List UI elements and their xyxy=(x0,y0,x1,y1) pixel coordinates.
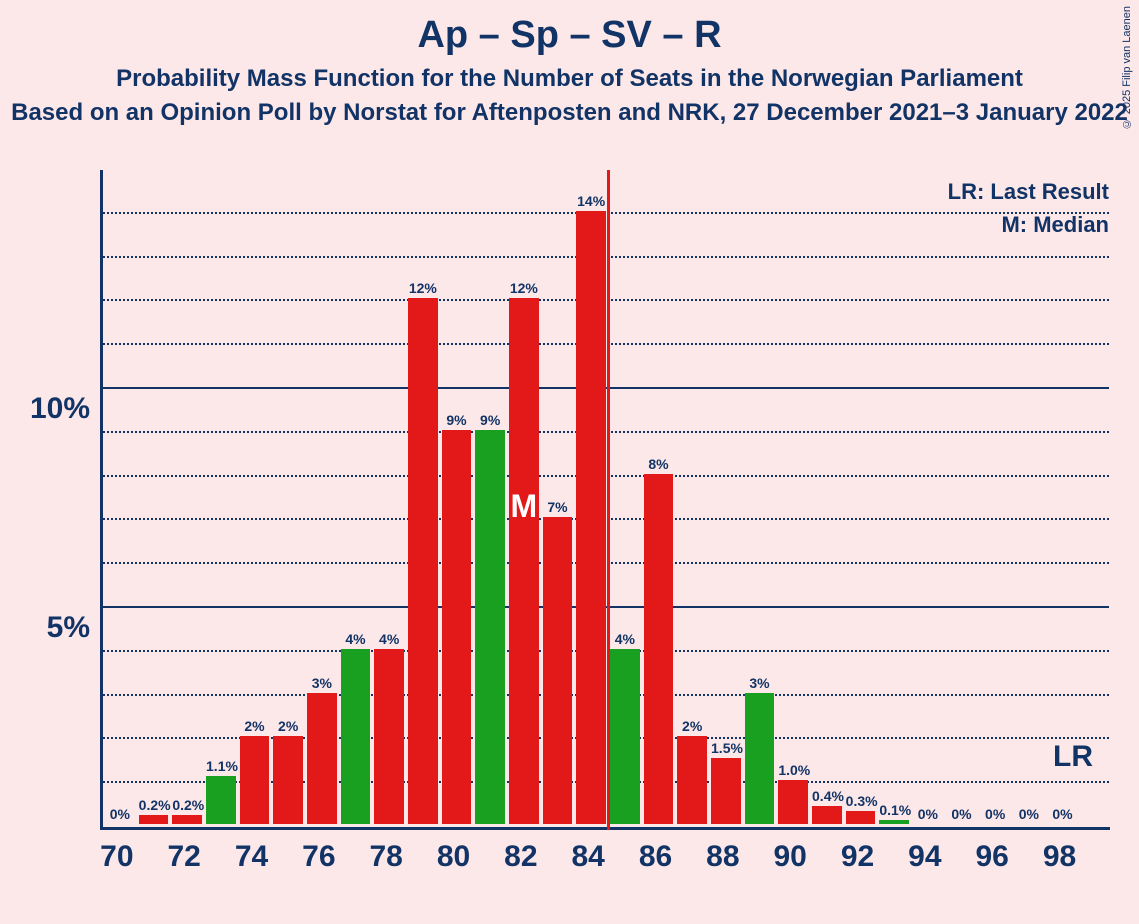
chart-title: Ap – Sp – SV – R xyxy=(0,0,1139,57)
bar-value-label: 3% xyxy=(745,675,775,691)
x-tick-label: 88 xyxy=(706,840,739,874)
bar-value-label: 0% xyxy=(947,806,977,822)
bar: 0.4% xyxy=(812,806,842,824)
bar: 2% xyxy=(677,736,707,824)
chart-area: 0%0.2%0.2%1.1%2%2%3%4%4%12%9%9%12%7%14%4… xyxy=(100,170,1110,830)
bar-value-label: 0.2% xyxy=(139,797,169,813)
bar: 4% xyxy=(610,649,640,824)
bar: 9% xyxy=(442,430,472,824)
x-tick-label: 82 xyxy=(504,840,537,874)
bar: 0.1% xyxy=(879,820,909,824)
bar-value-label: 4% xyxy=(341,631,371,647)
bar: 9% xyxy=(475,430,505,824)
x-tick-label: 72 xyxy=(167,840,200,874)
bar: 7% xyxy=(543,517,573,824)
lr-line xyxy=(607,170,610,830)
x-tick-label: 84 xyxy=(571,840,604,874)
bar-value-label: 4% xyxy=(374,631,404,647)
copyright-text: © 2025 Filip van Laenen xyxy=(1121,6,1133,129)
x-tick-label: 98 xyxy=(1043,840,1076,874)
bar-value-label: 2% xyxy=(677,718,707,734)
bar: 3% xyxy=(745,693,775,824)
bar-value-label: 0% xyxy=(980,806,1010,822)
bar: 8% xyxy=(644,474,674,824)
lr-label: LR xyxy=(1053,740,1093,774)
bar: 2% xyxy=(240,736,270,824)
bar-value-label: 0% xyxy=(1048,806,1078,822)
x-tick-label: 74 xyxy=(235,840,268,874)
bar: 12% xyxy=(509,298,539,824)
bar: 0.3% xyxy=(846,811,876,824)
bar-value-label: 9% xyxy=(475,412,505,428)
bar-value-label: 9% xyxy=(442,412,472,428)
bar: 1.0% xyxy=(778,780,808,824)
x-tick-label: 92 xyxy=(841,840,874,874)
x-tick-label: 70 xyxy=(100,840,133,874)
bar-value-label: 0.3% xyxy=(846,793,876,809)
bar: 2% xyxy=(273,736,303,824)
x-tick-label: 76 xyxy=(302,840,335,874)
bar-value-label: 2% xyxy=(273,718,303,734)
x-tick-label: 90 xyxy=(773,840,806,874)
plot-box: 0%0.2%0.2%1.1%2%2%3%4%4%12%9%9%12%7%14%4… xyxy=(100,170,1110,830)
bar: 14% xyxy=(576,211,606,824)
bar: 4% xyxy=(341,649,371,824)
bar: 1.1% xyxy=(206,776,236,824)
chart-subtitle-1: Probability Mass Function for the Number… xyxy=(0,65,1139,93)
bar: 1.5% xyxy=(711,758,741,824)
bar-value-label: 0% xyxy=(1014,806,1044,822)
bar-value-label: 14% xyxy=(576,193,606,209)
x-tick-label: 80 xyxy=(437,840,470,874)
bar-value-label: 4% xyxy=(610,631,640,647)
median-label: M xyxy=(511,488,538,525)
bar: 3% xyxy=(307,693,337,824)
bar-value-label: 0% xyxy=(913,806,943,822)
chart-subtitle-2: Based on an Opinion Poll by Norstat for … xyxy=(0,99,1139,127)
bar-value-label: 7% xyxy=(543,499,573,515)
bar-value-label: 8% xyxy=(644,456,674,472)
bar: 0.2% xyxy=(139,815,169,824)
bar-value-label: 12% xyxy=(509,280,539,296)
bar-value-label: 3% xyxy=(307,675,337,691)
x-tick-label: 86 xyxy=(639,840,672,874)
bar: 4% xyxy=(374,649,404,824)
bar-value-label: 1.0% xyxy=(778,762,808,778)
bar: 12% xyxy=(408,298,438,824)
bar-value-label: 1.1% xyxy=(206,758,236,774)
bar-value-label: 0% xyxy=(105,806,135,822)
bar-value-label: 2% xyxy=(240,718,270,734)
x-tick-label: 94 xyxy=(908,840,941,874)
x-tick-label: 96 xyxy=(975,840,1008,874)
bar: 0.2% xyxy=(172,815,202,824)
bar-value-label: 1.5% xyxy=(711,740,741,756)
bar-value-label: 0.2% xyxy=(172,797,202,813)
bar-value-label: 0.1% xyxy=(879,802,909,818)
bar-value-label: 12% xyxy=(408,280,438,296)
x-tick-label: 78 xyxy=(369,840,402,874)
bar-value-label: 0.4% xyxy=(812,788,842,804)
